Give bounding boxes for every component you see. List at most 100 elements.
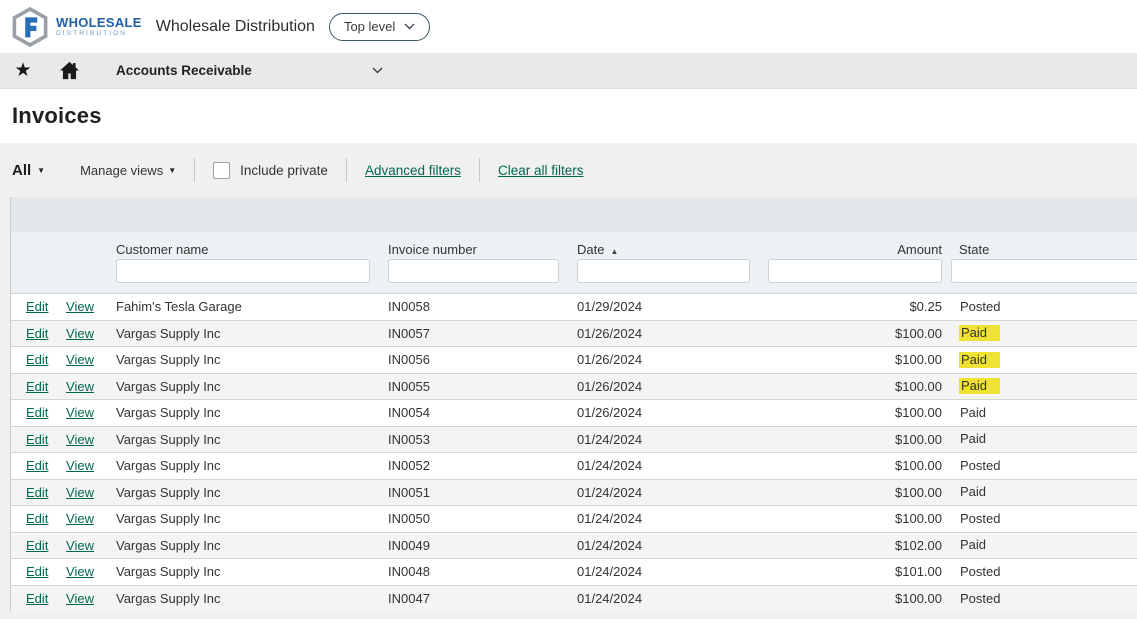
invoice-row: Edit View Vargas Supply Inc IN0049 01/24…	[11, 531, 1137, 559]
hexagon-f-logo-icon	[12, 6, 48, 47]
customer-column-header[interactable]: Customer name	[116, 232, 388, 257]
entity-selector-button[interactable]: Top level	[328, 12, 431, 41]
customer-filter-input[interactable]	[116, 259, 370, 283]
view-link[interactable]: View	[66, 564, 94, 580]
include-private-group: Include private	[213, 161, 328, 179]
clear-all-filters-link[interactable]: Clear all filters	[498, 162, 584, 178]
logo-wordmark-line2: DISTRIBUTION	[56, 29, 128, 37]
invoice-row: Edit View Vargas Supply Inc IN0047 01/24…	[11, 584, 1137, 612]
state-cell: Paid	[951, 319, 1137, 347]
logo-wordmark-line1: WHOLESALE	[56, 14, 142, 30]
column-header-row: Customer name Invoice number Date ▲ Amoun…	[11, 232, 1137, 257]
state-cell: Posted	[951, 452, 1137, 479]
edit-link[interactable]: Edit	[26, 458, 49, 474]
amount-cell: $100.00	[768, 584, 951, 612]
view-link[interactable]: View	[66, 591, 94, 606]
home-button[interactable]	[46, 61, 92, 80]
invoice-row: Edit View Vargas Supply Inc IN0057 01/26…	[11, 319, 1137, 347]
state-cell: Paid	[951, 425, 1137, 453]
view-link[interactable]: View	[66, 352, 94, 368]
amount-cell: $101.00	[768, 558, 951, 585]
edit-link[interactable]: Edit	[26, 378, 49, 394]
amount-column-header[interactable]: Amount	[768, 232, 951, 257]
invoice-number-cell: IN0054	[388, 399, 577, 426]
edit-link[interactable]: Edit	[26, 431, 49, 447]
view-link[interactable]: View	[66, 378, 94, 394]
state-value: Paid	[960, 404, 987, 420]
invoice-number-cell: IN0047	[388, 584, 577, 612]
invoice-number-cell: IN0058	[388, 293, 577, 320]
view-link[interactable]: View	[66, 325, 94, 341]
edit-link[interactable]: Edit	[26, 352, 49, 368]
invoice-row: Edit View Vargas Supply Inc IN0052 01/24…	[11, 452, 1137, 479]
edit-link[interactable]: Edit	[26, 511, 49, 527]
module-dropdown-label: Accounts Receivable	[116, 63, 252, 78]
amount-cell: $0.25	[768, 293, 951, 320]
invoice-filter-input[interactable]	[388, 259, 559, 283]
invoice-column-header[interactable]: Invoice number	[388, 232, 577, 257]
divider	[194, 158, 196, 182]
date-cell: 01/26/2024	[577, 319, 768, 347]
divider	[479, 158, 480, 182]
date-column-header[interactable]: Date ▲	[577, 232, 768, 257]
view-link[interactable]: View	[66, 458, 94, 474]
state-cell: Paid	[951, 478, 1137, 506]
invoice-row: Edit View Vargas Supply Inc IN0054 01/26…	[11, 399, 1137, 426]
advanced-filters-link[interactable]: Advanced filters	[364, 162, 461, 178]
view-link[interactable]: View	[66, 511, 94, 527]
chevron-down-icon	[404, 23, 415, 30]
customer-name-cell: Vargas Supply Inc	[116, 584, 388, 612]
edit-link[interactable]: Edit	[26, 299, 49, 315]
invoice-row: Edit View Fahim's Tesla Garage IN0058 01…	[11, 293, 1137, 320]
view-link[interactable]: View	[66, 299, 94, 315]
edit-link[interactable]: Edit	[26, 564, 49, 580]
state-value: Posted	[960, 590, 1001, 606]
edit-link[interactable]: Edit	[26, 537, 49, 553]
state-cell: Posted	[951, 293, 1137, 320]
page-title: Invoices	[12, 103, 102, 128]
view-dropdown-label: All	[12, 161, 32, 179]
customer-name-cell: Vargas Supply Inc	[116, 478, 388, 506]
state-cell: Paid	[951, 372, 1137, 400]
invoice-table-body: Edit View Fahim's Tesla Garage IN0058 01…	[11, 293, 1137, 612]
include-private-checkbox[interactable]	[213, 161, 231, 179]
date-filter-input[interactable]	[577, 259, 750, 283]
view-dropdown[interactable]: All ▼	[12, 162, 45, 179]
favorites-button[interactable]: ★	[0, 61, 46, 80]
date-cell: 01/24/2024	[577, 505, 768, 532]
customer-name-cell: Fahim's Tesla Garage	[116, 293, 388, 320]
edit-link[interactable]: Edit	[26, 405, 49, 421]
state-column-header[interactable]: State	[951, 232, 1137, 257]
invoice-number-cell: IN0053	[388, 425, 577, 453]
state-cell: Paid	[951, 531, 1137, 559]
caret-down-icon: ▼	[168, 165, 177, 175]
entity-selector-label: Top level	[343, 19, 396, 34]
caret-down-icon: ▼	[37, 165, 46, 175]
state-value: Paid	[959, 325, 1001, 342]
invoice-number-cell: IN0052	[388, 452, 577, 479]
view-link[interactable]: View	[66, 537, 94, 553]
date-cell: 01/24/2024	[577, 531, 768, 559]
amount-filter-input[interactable]	[768, 259, 942, 283]
module-dropdown[interactable]: Accounts Receivable	[116, 63, 383, 78]
state-filter-input[interactable]	[951, 259, 1137, 283]
manage-views-dropdown[interactable]: Manage views ▼	[80, 163, 176, 178]
view-link[interactable]: View	[66, 405, 94, 421]
state-cell: Posted	[951, 558, 1137, 585]
amount-cell: $100.00	[768, 425, 951, 453]
view-link[interactable]: View	[66, 431, 94, 447]
state-value: Posted	[960, 563, 1001, 579]
customer-name-cell: Vargas Supply Inc	[116, 319, 388, 347]
company-name: Wholesale Distribution	[155, 17, 315, 35]
edit-link[interactable]: Edit	[26, 325, 49, 341]
edit-link[interactable]: Edit	[26, 591, 49, 606]
date-cell: 01/26/2024	[577, 372, 768, 400]
company-logo[interactable]: WHOLESALE DISTRIBUTION	[10, 6, 142, 47]
edit-link[interactable]: Edit	[26, 484, 49, 500]
customer-name-cell: Vargas Supply Inc	[116, 399, 388, 426]
invoice-number-cell: IN0056	[388, 346, 577, 373]
invoice-number-cell: IN0050	[388, 505, 577, 532]
state-value: Paid	[960, 431, 987, 447]
amount-cell: $100.00	[768, 478, 951, 506]
view-link[interactable]: View	[66, 484, 94, 500]
